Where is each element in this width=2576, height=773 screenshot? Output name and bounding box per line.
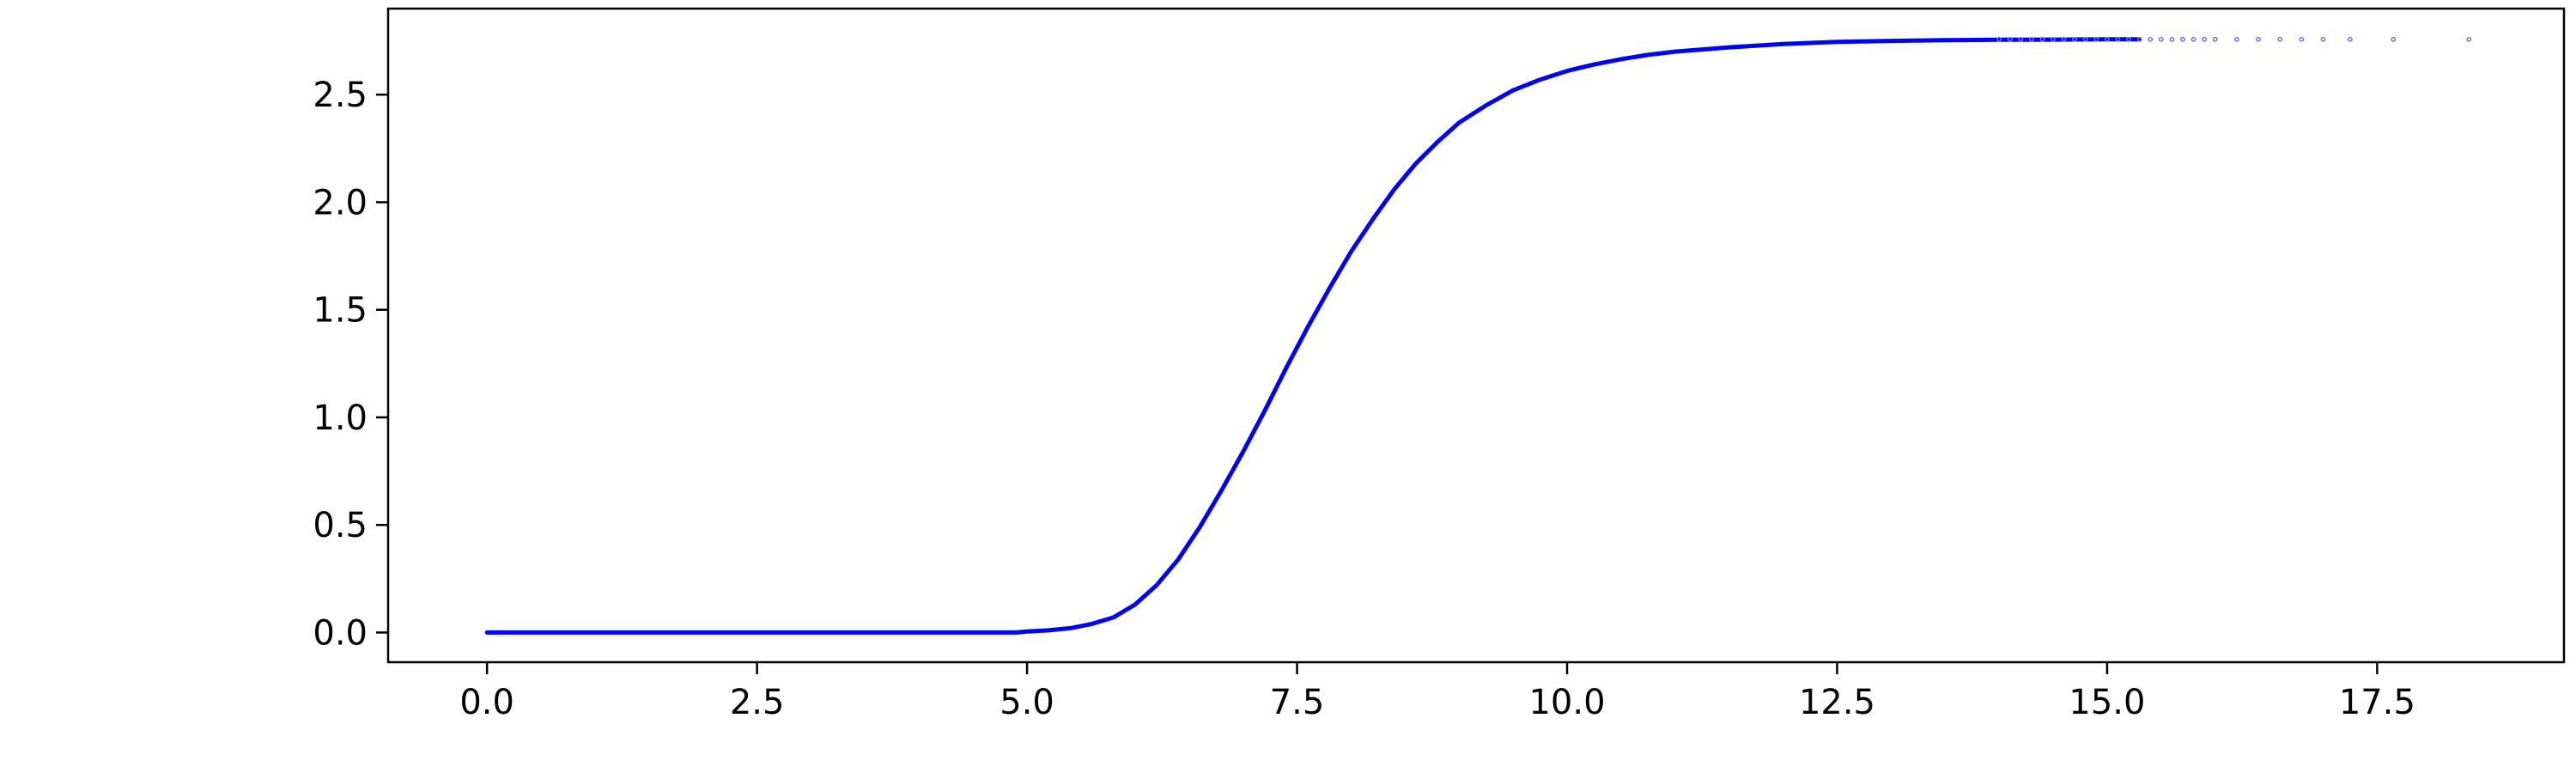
series-layer xyxy=(484,36,2472,635)
series-marker xyxy=(2277,36,2283,42)
series-marker xyxy=(2180,36,2185,42)
x-tick-label: 17.5 xyxy=(2339,683,2415,722)
x-tick-label: 2.5 xyxy=(730,683,785,722)
series-marker xyxy=(2256,36,2261,42)
x-tick-label: 7.5 xyxy=(1270,683,1325,722)
series-marker xyxy=(2233,36,2239,42)
x-tick-label: 10.0 xyxy=(1528,683,1605,722)
series-marker xyxy=(2050,36,2056,42)
series-marker xyxy=(2082,36,2088,42)
series-marker xyxy=(2347,36,2353,42)
x-axis-ticks: 0.0 2.5 5.0 7.5 10.0 12.5 15.0 17.5 xyxy=(459,662,2415,722)
x-tick-label: 5.0 xyxy=(999,683,1054,722)
series-marker xyxy=(2190,36,2196,42)
series-marker xyxy=(2169,36,2175,42)
series-marker xyxy=(2212,36,2218,42)
series-marker xyxy=(2039,36,2045,42)
series-marker xyxy=(2202,36,2208,42)
x-tick-label: 12.5 xyxy=(1799,683,1875,722)
series-marker xyxy=(2391,36,2397,42)
y-tick-label: 0.5 xyxy=(313,506,368,545)
series-marker xyxy=(2320,36,2326,42)
series-marker xyxy=(2072,36,2078,42)
series-line xyxy=(484,37,2142,635)
series-marker xyxy=(2061,36,2067,42)
y-axis-ticks: 0.0 0.5 1.0 1.5 2.0 2.5 xyxy=(313,76,388,653)
series-marker xyxy=(2104,36,2110,42)
y-tick-label: 1.5 xyxy=(313,291,368,331)
series-marker xyxy=(2158,36,2164,42)
y-tick-label: 0.0 xyxy=(313,613,368,653)
y-tick-label: 2.0 xyxy=(313,183,368,222)
x-tick-label: 15.0 xyxy=(2069,683,2145,722)
series-marker xyxy=(1996,36,2002,42)
x-tick-label: 0.0 xyxy=(459,683,514,722)
series-marker xyxy=(2115,36,2121,42)
series-marker xyxy=(2093,36,2099,42)
series-marker xyxy=(2466,36,2472,42)
series-marker xyxy=(2299,36,2305,42)
series-marker xyxy=(2136,36,2142,42)
series-marker xyxy=(2018,36,2024,42)
y-tick-label: 2.5 xyxy=(313,76,368,115)
plot-area-frame xyxy=(386,7,2566,664)
series-marker xyxy=(2148,36,2154,42)
series-marker xyxy=(2007,36,2013,42)
y-tick-label: 1.0 xyxy=(313,399,368,438)
series-marker xyxy=(2028,36,2034,42)
series-marker xyxy=(2126,36,2132,42)
